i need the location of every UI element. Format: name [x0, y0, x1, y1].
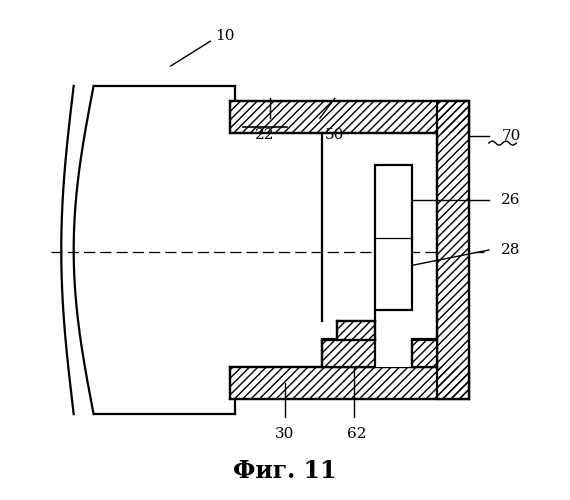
Text: 26: 26 — [501, 194, 521, 207]
Bar — [412, 340, 437, 367]
Text: 50: 50 — [325, 128, 344, 142]
Bar — [230, 367, 469, 399]
Text: 62: 62 — [347, 426, 367, 440]
Bar — [230, 133, 437, 367]
Text: 22: 22 — [255, 128, 275, 142]
Bar — [412, 340, 437, 367]
Bar — [437, 101, 469, 399]
Text: 28: 28 — [501, 243, 520, 257]
Text: 70: 70 — [501, 128, 520, 142]
Bar — [322, 340, 437, 367]
Text: Фиг. 11: Фиг. 11 — [233, 460, 337, 483]
Bar — [337, 320, 374, 340]
Text: 10: 10 — [215, 29, 235, 43]
Bar — [374, 166, 412, 310]
Bar — [230, 101, 469, 133]
Text: 30: 30 — [275, 426, 295, 440]
Bar — [230, 367, 469, 399]
Bar — [337, 320, 374, 340]
Bar — [437, 101, 469, 399]
Bar — [230, 101, 469, 133]
Bar — [322, 340, 374, 367]
Bar — [322, 340, 374, 367]
